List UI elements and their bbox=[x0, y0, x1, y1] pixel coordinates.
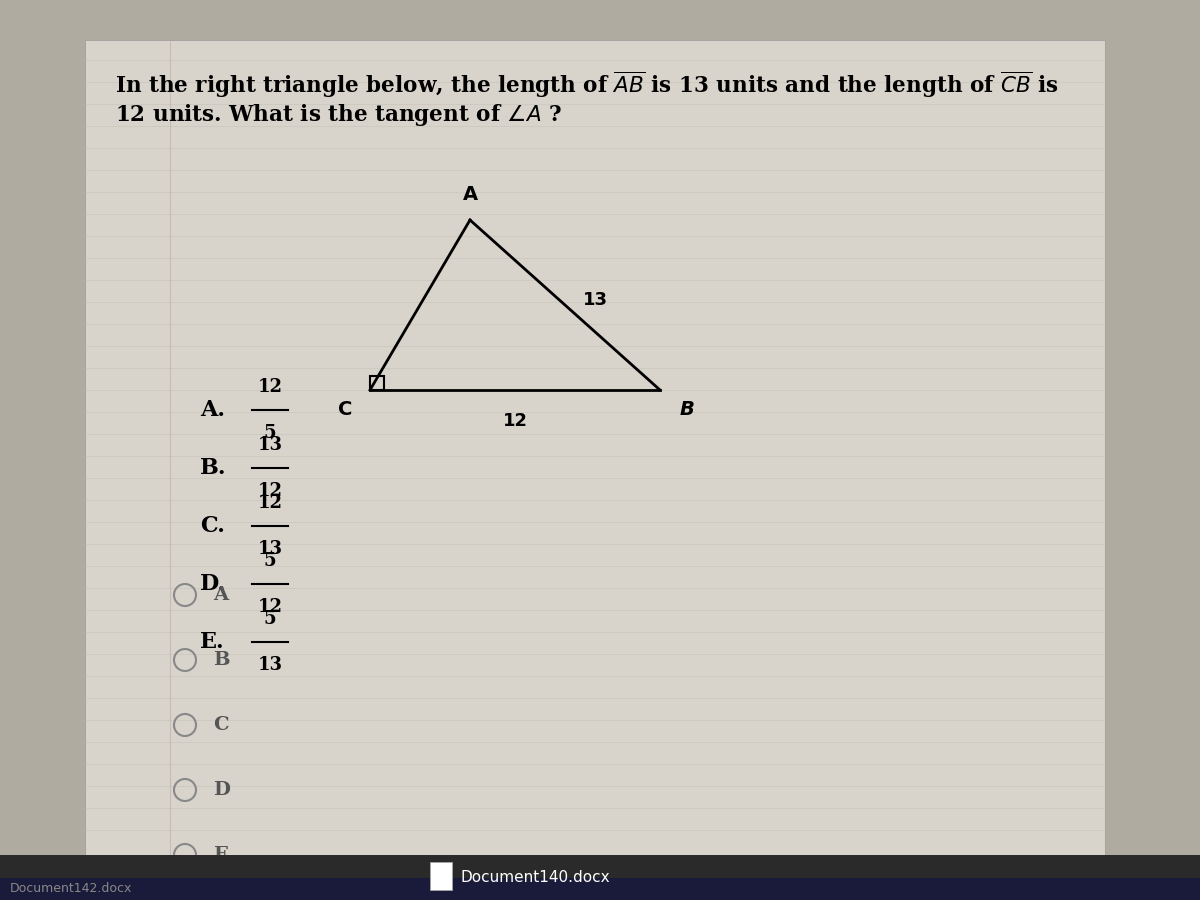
Text: D.: D. bbox=[200, 573, 226, 595]
Text: Document142.docx: Document142.docx bbox=[10, 881, 132, 895]
Text: A: A bbox=[214, 586, 228, 604]
Text: Document140.docx: Document140.docx bbox=[460, 870, 610, 886]
Text: C.: C. bbox=[200, 515, 224, 537]
Text: In the right triangle below, the length of $\overline{AB}$ is 13 units and the l: In the right triangle below, the length … bbox=[115, 70, 1058, 100]
Text: E.: E. bbox=[200, 631, 224, 653]
Text: B: B bbox=[680, 400, 695, 419]
Text: B.: B. bbox=[200, 457, 227, 479]
Bar bbox=[0, 878, 1200, 900]
Text: 12: 12 bbox=[258, 482, 282, 500]
Text: 5: 5 bbox=[264, 552, 276, 570]
Text: 13: 13 bbox=[258, 540, 282, 558]
Text: A: A bbox=[462, 185, 478, 204]
Text: 13: 13 bbox=[582, 291, 607, 309]
Text: 12: 12 bbox=[258, 598, 282, 616]
Text: 12: 12 bbox=[258, 378, 282, 396]
Bar bbox=[370, 376, 384, 390]
Text: E: E bbox=[214, 846, 228, 864]
Text: A.: A. bbox=[200, 399, 226, 421]
Text: 5: 5 bbox=[264, 424, 276, 442]
Text: C: C bbox=[214, 716, 229, 734]
Bar bbox=[0, 855, 1200, 900]
Text: 13: 13 bbox=[258, 656, 282, 674]
Text: 5: 5 bbox=[264, 610, 276, 628]
Text: C: C bbox=[337, 400, 352, 419]
Bar bbox=[85, 40, 1105, 860]
Text: 13: 13 bbox=[258, 436, 282, 454]
Text: 12 units. What is the tangent of $\angle A$ ?: 12 units. What is the tangent of $\angle… bbox=[115, 102, 562, 128]
Text: B: B bbox=[214, 651, 229, 669]
Text: D: D bbox=[214, 781, 230, 799]
Bar bbox=[430, 862, 452, 890]
Text: 12: 12 bbox=[503, 412, 528, 430]
Text: 12: 12 bbox=[258, 494, 282, 512]
